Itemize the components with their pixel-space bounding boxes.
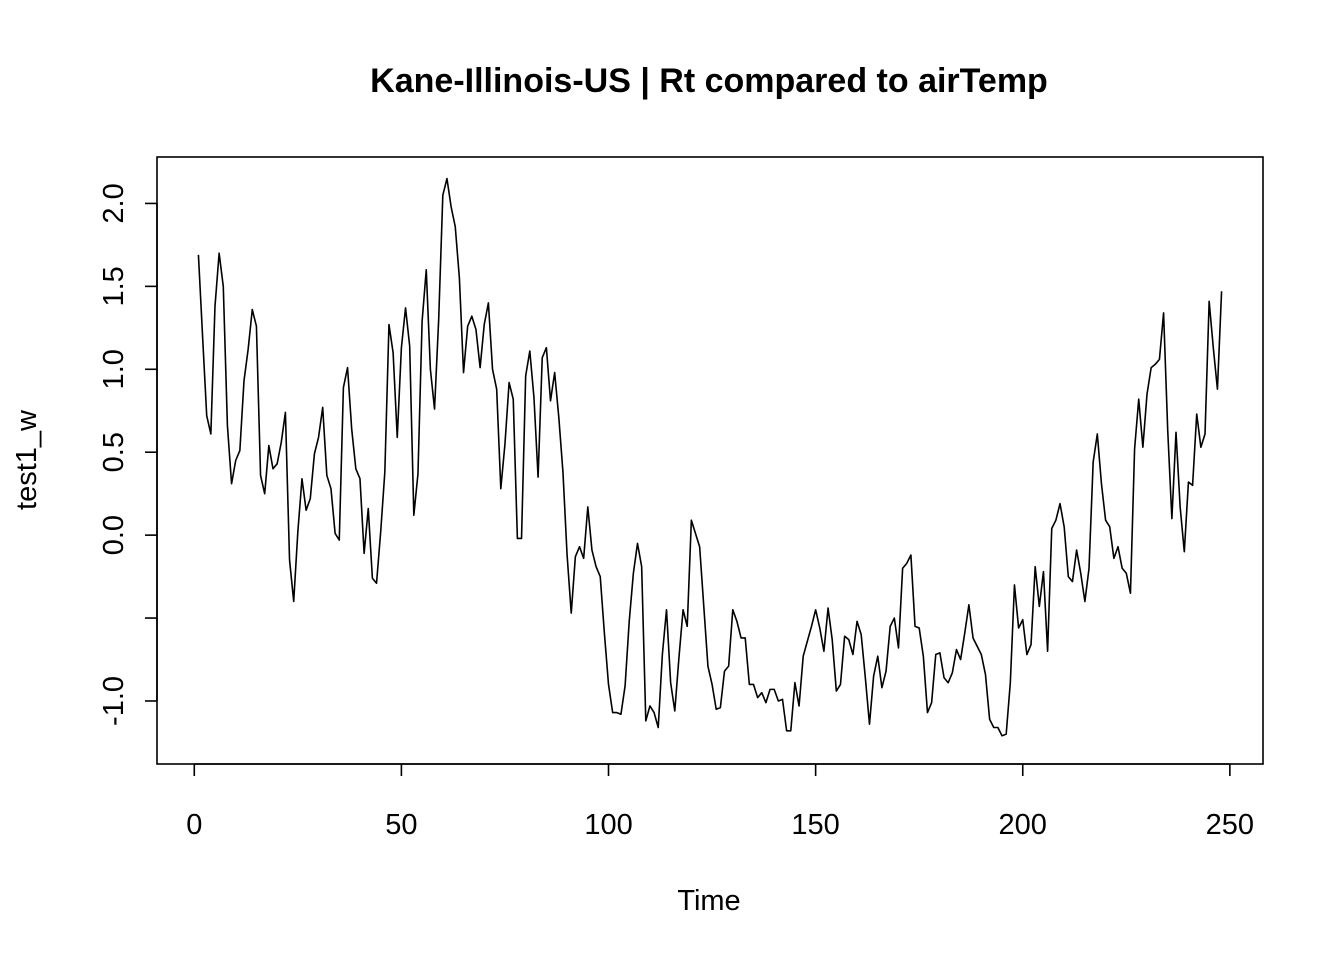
x-tick-label: 200	[999, 809, 1047, 841]
y-tick-label: 2.0	[98, 183, 130, 223]
y-tick-label: 0.0	[98, 515, 130, 555]
x-tick-label: 150	[791, 809, 839, 841]
y-axis: -1.0 0.0 0.5 1.0 1.5 2.0	[98, 183, 158, 726]
x-axis-label: Time	[677, 885, 740, 917]
x-axis: 0 50 100 150 200 250	[186, 763, 1254, 841]
y-axis-label: test1_w	[11, 409, 43, 510]
y-tick-label: 1.5	[98, 266, 130, 306]
x-tick-label: 250	[1206, 809, 1254, 841]
chart-title: Kane-Illinois-US | Rt compared to airTem…	[370, 62, 1048, 100]
y-tick-label: 0.5	[98, 432, 130, 472]
series-line-0	[197, 177, 1223, 737]
series-layer	[197, 177, 1223, 737]
y-tick-label: 1.0	[98, 349, 130, 389]
x-tick-label: 100	[584, 809, 632, 841]
x-tick-label: 50	[385, 809, 417, 841]
x-tick-label: 0	[186, 809, 202, 841]
y-tick-label: -1.0	[98, 676, 130, 726]
